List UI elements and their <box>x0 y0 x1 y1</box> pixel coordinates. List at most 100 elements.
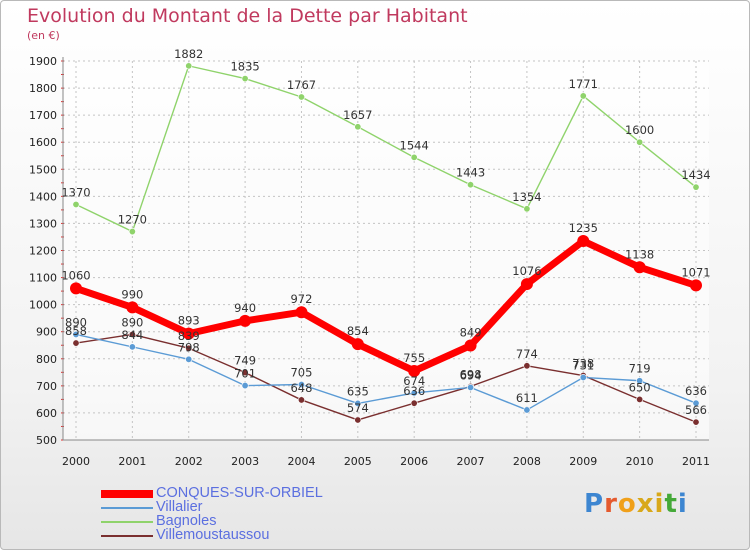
data-label: 798 <box>178 340 200 354</box>
data-point <box>520 278 533 291</box>
data-label: 1657 <box>343 108 372 122</box>
data-point <box>636 138 644 146</box>
y-tick-label: 600 <box>36 407 57 420</box>
data-label: 854 <box>347 324 369 338</box>
data-label: 636 <box>685 384 707 398</box>
y-tick-label: 700 <box>36 380 57 393</box>
data-point <box>241 75 249 83</box>
chart-subtitle: (en €) <box>27 29 60 42</box>
y-tick-label: 1900 <box>29 55 57 68</box>
y-tick-label: 1400 <box>29 190 57 203</box>
data-label: 1544 <box>400 138 429 152</box>
x-tick-label: 2008 <box>513 455 541 468</box>
legend-label: Villalier <box>156 499 203 515</box>
data-label: 694 <box>460 368 482 382</box>
data-point <box>182 327 195 340</box>
data-point <box>523 205 531 213</box>
legend-label: CONQUES-SUR-ORBIEL <box>156 485 323 501</box>
data-point <box>410 153 418 161</box>
y-tick-label: 800 <box>36 353 57 366</box>
data-label: 1767 <box>287 78 316 92</box>
x-tick-label: 2006 <box>400 455 428 468</box>
data-label: 1434 <box>681 168 710 182</box>
data-point <box>633 261 646 274</box>
logo-letter: o <box>617 489 637 519</box>
data-label: 1600 <box>625 123 654 137</box>
data-point <box>579 92 587 100</box>
data-label: 890 <box>121 315 143 329</box>
data-point <box>239 314 252 327</box>
x-tick-label: 2009 <box>569 455 597 468</box>
axes: 500 600 700 800 900 1000 1100 1200 1300 1400 1500 1… <box>29 55 710 468</box>
data-label: 849 <box>460 326 482 340</box>
logo-letter: i <box>654 489 665 519</box>
logo-letter: P <box>584 489 605 519</box>
logo-letter: i <box>677 489 688 519</box>
y-tick-label: 1700 <box>29 109 57 122</box>
data-point <box>636 395 644 403</box>
y-tick-label: 1500 <box>29 163 57 176</box>
x-tick-label: 2000 <box>62 455 90 468</box>
data-point <box>523 362 531 370</box>
y-tick-label: 1000 <box>29 299 57 312</box>
data-point <box>72 339 80 347</box>
data-label: 858 <box>65 324 87 338</box>
x-tick-label: 2002 <box>175 455 203 468</box>
data-point <box>636 377 644 385</box>
data-point <box>297 93 305 101</box>
legend-swatch <box>101 535 153 537</box>
data-point <box>354 123 362 131</box>
data-label: 1138 <box>625 247 654 261</box>
data-label: 701 <box>234 367 256 381</box>
data-label: 1235 <box>569 221 598 235</box>
data-label: 705 <box>290 366 312 380</box>
data-point <box>185 62 193 70</box>
data-label: 972 <box>290 292 312 306</box>
data-label: 990 <box>121 287 143 301</box>
y-tick-label: 1300 <box>29 217 57 230</box>
data-label: 574 <box>347 401 369 415</box>
data-label: 650 <box>629 380 651 394</box>
logo-letter: t <box>664 489 678 519</box>
data-point <box>692 399 700 407</box>
x-tick-label: 2010 <box>626 455 654 468</box>
data-label: 635 <box>347 384 369 398</box>
data-point <box>241 382 249 390</box>
series-line <box>75 333 697 411</box>
data-point <box>185 344 193 352</box>
data-point <box>70 282 82 295</box>
data-point <box>126 301 139 314</box>
series-line <box>75 65 697 233</box>
data-label: 1354 <box>512 190 541 204</box>
data-label: 1071 <box>681 265 710 279</box>
data-label: 890 <box>65 315 87 329</box>
data-point <box>128 228 136 236</box>
logo-letter: x <box>636 489 655 519</box>
data-label: 1270 <box>118 213 147 227</box>
x-tick-label: 2003 <box>231 455 259 468</box>
data-label: 698 <box>460 367 482 381</box>
data-point <box>297 396 305 404</box>
series-line <box>75 333 697 423</box>
x-tick-label: 2011 <box>682 455 710 468</box>
grid <box>63 60 709 441</box>
data-point <box>692 183 700 191</box>
data-label: 893 <box>178 314 200 328</box>
data-labels: 1060 990 893 940 972 854 755 849 1076 1235 1138 107… <box>61 47 710 417</box>
data-label: 940 <box>234 301 256 315</box>
data-point <box>295 306 308 319</box>
data-point <box>577 235 590 248</box>
data-label: 749 <box>234 354 256 368</box>
data-label: 731 <box>572 358 594 372</box>
data-point <box>408 364 421 377</box>
data-point <box>410 389 418 397</box>
data-point <box>241 369 249 377</box>
data-label: 636 <box>403 384 425 398</box>
data-label: 1370 <box>61 185 90 199</box>
data-label: 1076 <box>512 264 541 278</box>
data-label: 611 <box>516 391 538 405</box>
logo-letter: r <box>604 489 618 519</box>
proxiti-logo: Proxiti <box>584 489 688 519</box>
data-label: 566 <box>685 403 707 417</box>
y-tick-label: 1600 <box>29 136 57 149</box>
